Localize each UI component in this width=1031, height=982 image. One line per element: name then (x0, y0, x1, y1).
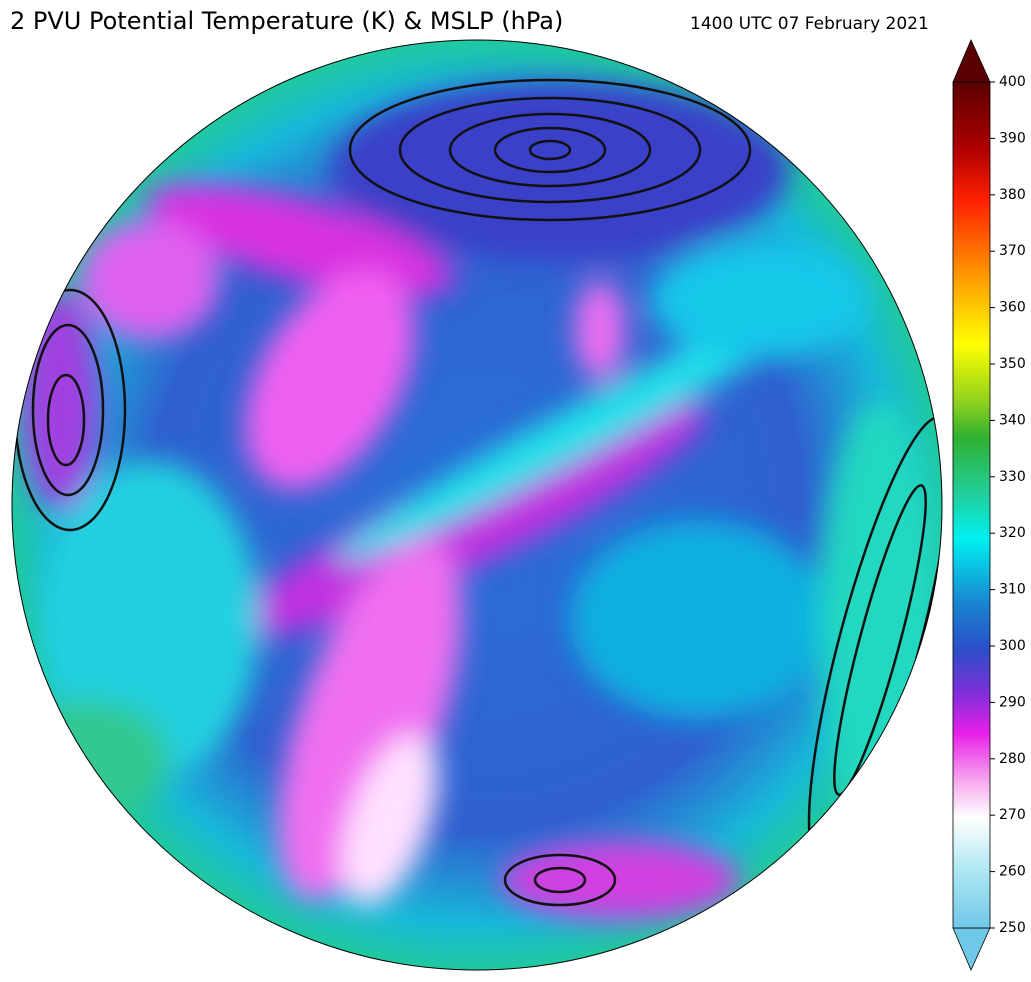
globe (12, 40, 942, 970)
tick-label: 250 (999, 920, 1026, 936)
timestamp: 1400 UTC 07 February 2021 (690, 14, 929, 34)
globe-outline (11, 39, 943, 971)
title: 2 PVU Potential Temperature (K) & MSLP (… (10, 7, 563, 35)
tick-label: 280 (999, 751, 1026, 767)
colorbar (952, 39, 991, 971)
tick-label: 320 (999, 525, 1026, 541)
tick-label: 380 (999, 187, 1026, 203)
tick-label: 270 (999, 807, 1026, 823)
tick-label: 300 (999, 638, 1026, 654)
tick-label: 370 (999, 243, 1026, 259)
tick-label: 310 (999, 582, 1026, 598)
tick-label: 390 (999, 130, 1026, 146)
tick-label: 330 (999, 469, 1026, 485)
tick-label: 350 (999, 356, 1026, 372)
tick-label: 360 (999, 300, 1026, 316)
tick-label: 290 (999, 694, 1026, 710)
tick-label: 400 (999, 74, 1026, 90)
tick-label: 260 (999, 864, 1026, 880)
tick-label: 340 (999, 412, 1026, 428)
